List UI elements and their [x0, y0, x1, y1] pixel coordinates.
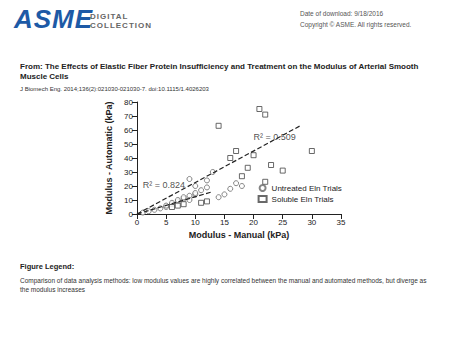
svg-text:35: 35	[337, 218, 346, 227]
html-text:DIGITAL COLLECTION: DIGITAL COLLECTION	[90, 12, 152, 30]
svg-text:Modulus - Manual (kPa): Modulus - Manual (kPa)	[189, 230, 290, 240]
html-text:J Biomech Eng. 2014;136(2):021: J Biomech Eng. 2014;136(2):021030-021030…	[20, 86, 209, 92]
html-text:From: The Effects of Elastic F: From: The Effects of Elastic Fiber Prote…	[20, 62, 419, 81]
svg-text:40: 40	[124, 154, 133, 163]
svg-text:20: 20	[249, 218, 258, 227]
svg-text:50: 50	[124, 140, 133, 149]
svg-text:60: 60	[124, 126, 133, 135]
svg-text:30: 30	[307, 218, 316, 227]
html-text:Comparison of data analysis me: Comparison of data analysis methods: low…	[20, 277, 427, 293]
svg-text:Untreated Eln Trials: Untreated Eln Trials	[272, 184, 342, 193]
svg-text:70: 70	[124, 112, 133, 121]
svg-text:30: 30	[124, 168, 133, 177]
svg-text:5: 5	[164, 218, 169, 227]
html-text:Date of download: 9/18/2016: Date of download: 9/18/2016	[300, 10, 384, 17]
html-text:Figure Legend:: Figure Legend:	[20, 262, 75, 271]
svg-text:R² = 0.824: R² = 0.824	[143, 180, 185, 190]
svg-text:15: 15	[220, 218, 229, 227]
svg-text:25: 25	[278, 218, 287, 227]
svg-text:Soluble Eln Trials: Soluble Eln Trials	[272, 195, 334, 204]
svg-text:10: 10	[124, 196, 133, 205]
html-text:Copyright © ASME. All rights r: Copyright © ASME. All rights reserved.	[300, 21, 412, 28]
svg-text:0: 0	[129, 210, 134, 219]
svg-text:80: 80	[124, 98, 133, 107]
svg-text:20: 20	[124, 182, 133, 191]
svg-text:R² = 0.509: R² = 0.509	[254, 132, 296, 142]
html-text:ASME: ASME	[14, 4, 94, 34]
svg-text:0: 0	[135, 218, 140, 227]
svg-text:10: 10	[191, 218, 200, 227]
svg-text:Modulus - Automatic (kPa): Modulus - Automatic (kPa)	[104, 101, 114, 214]
